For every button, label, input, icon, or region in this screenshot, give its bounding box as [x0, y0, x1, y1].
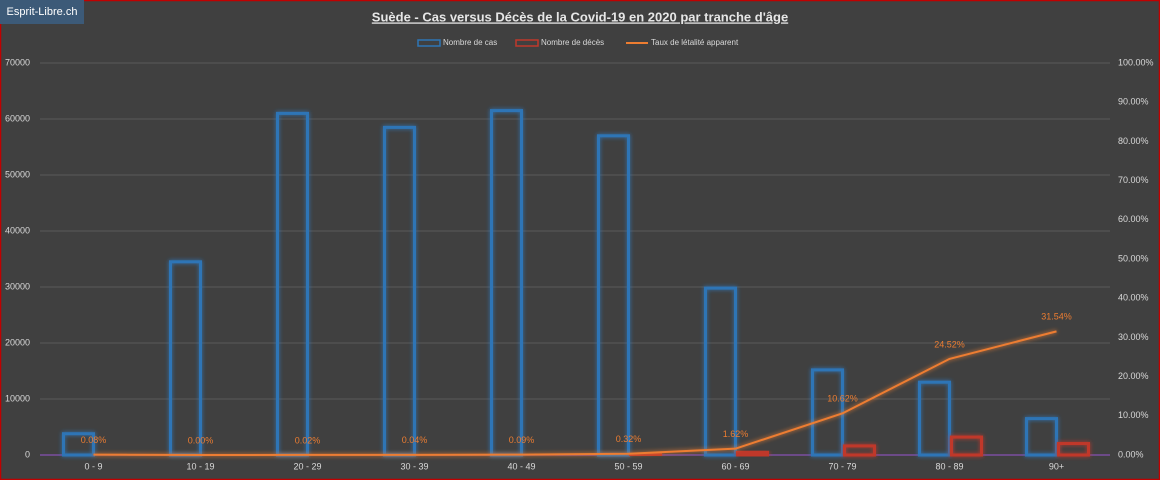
legend-label: Nombre de cas [443, 38, 497, 47]
y2-tick-label: 0.00% [1118, 449, 1144, 459]
y2-tick-label: 20.00% [1118, 371, 1149, 381]
y-tick-label: 50000 [5, 169, 30, 179]
brand-badge [0, 0, 84, 24]
brand: Esprit-Libre.ch [7, 6, 78, 18]
x-tick-label: 80 - 89 [935, 461, 963, 471]
data-label: 10.62% [827, 394, 858, 404]
y2-tick-label: 100.00% [1118, 57, 1154, 67]
y2-tick-label: 10.00% [1118, 410, 1149, 420]
y2-tick-label: 40.00% [1118, 293, 1149, 303]
x-tick-label: 60 - 69 [721, 461, 749, 471]
data-label: 31.54% [1041, 312, 1072, 322]
data-label: 0.09% [509, 435, 535, 445]
y-tick-label: 60000 [5, 113, 30, 123]
line [93, 330, 1057, 457]
y-tick-label: 70000 [5, 57, 30, 67]
y-tick-label: 20000 [5, 337, 30, 347]
chart-title: Suède - Cas versus Décès de la Covid-19 … [372, 9, 788, 24]
bar [597, 134, 630, 457]
y-tick-label: 0 [25, 449, 30, 459]
bar [950, 435, 983, 457]
x-tick-label: 30 - 39 [400, 461, 428, 471]
x-tick-label: 90+ [1049, 461, 1064, 471]
x-tick-label: 40 - 49 [507, 461, 535, 471]
bar [62, 432, 95, 457]
legend-swatch [515, 39, 539, 47]
data-label: 0.00% [188, 435, 214, 445]
data-label: 0.02% [295, 435, 321, 445]
x-tick-label: 70 - 79 [828, 461, 856, 471]
bar [918, 380, 951, 457]
x-tick-label: 50 - 59 [614, 461, 642, 471]
y2-tick-label: 50.00% [1118, 253, 1149, 263]
bar [843, 444, 876, 457]
bar [704, 286, 737, 457]
x-tick-label: 0 - 9 [84, 461, 102, 471]
y-tick-label: 30000 [5, 281, 30, 291]
legend-label: Taux de létalité apparent [651, 38, 739, 47]
data-label: 0.08% [81, 435, 107, 445]
legend-label: Nombre de décès [541, 38, 604, 47]
data-label: 0.04% [402, 435, 428, 445]
data-label: 1.62% [723, 429, 749, 439]
legend-swatch [417, 39, 441, 47]
data-label: 0.32% [616, 434, 642, 444]
data-label: 24.52% [934, 339, 965, 349]
y2-tick-label: 70.00% [1118, 175, 1149, 185]
bar [1057, 442, 1090, 457]
x-tick-label: 20 - 29 [293, 461, 321, 471]
y-tick-label: 40000 [5, 225, 30, 235]
bar [736, 450, 769, 457]
bar [1025, 417, 1058, 457]
y-tick-label: 10000 [5, 393, 30, 403]
y2-tick-label: 90.00% [1118, 97, 1149, 107]
y2-tick-label: 60.00% [1118, 214, 1149, 224]
x-tick-label: 10 - 19 [186, 461, 214, 471]
y2-tick-label: 30.00% [1118, 332, 1149, 342]
y2-tick-label: 80.00% [1118, 136, 1149, 146]
